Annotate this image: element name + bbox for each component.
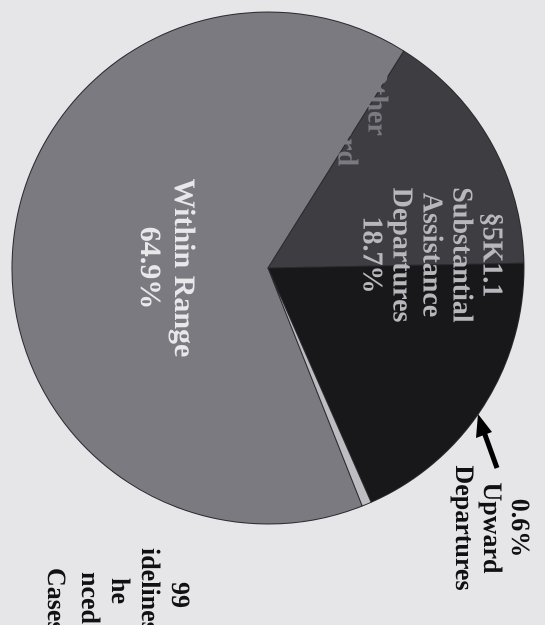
slice-label-other-downward: OtherDownwardDepartures15.8% <box>272 33 393 168</box>
chart-title-line: Cases <box>42 568 71 625</box>
slice-label-within-range: Within Range64.9% <box>134 179 201 358</box>
pie-slice-upward <box>267 267 372 507</box>
chart-title-line: he <box>106 578 135 604</box>
chart-title-line: nced <box>76 572 105 625</box>
pie-slices <box>11 11 525 525</box>
pie-slice-substantial-assistance <box>267 262 525 503</box>
chart-title-line: 99 <box>166 582 195 608</box>
pie-slice-other-downward <box>267 50 525 269</box>
pie-slice-within-range <box>11 11 405 525</box>
slice-label-substantial-assistance: §5K1.1SubstantialAssistanceDepartures18.… <box>357 187 508 323</box>
upward-arrow <box>476 414 500 469</box>
slice-label-upward: 0.6%UpwardDepartures <box>450 465 535 590</box>
chart-title-line: idelines <box>136 548 165 625</box>
